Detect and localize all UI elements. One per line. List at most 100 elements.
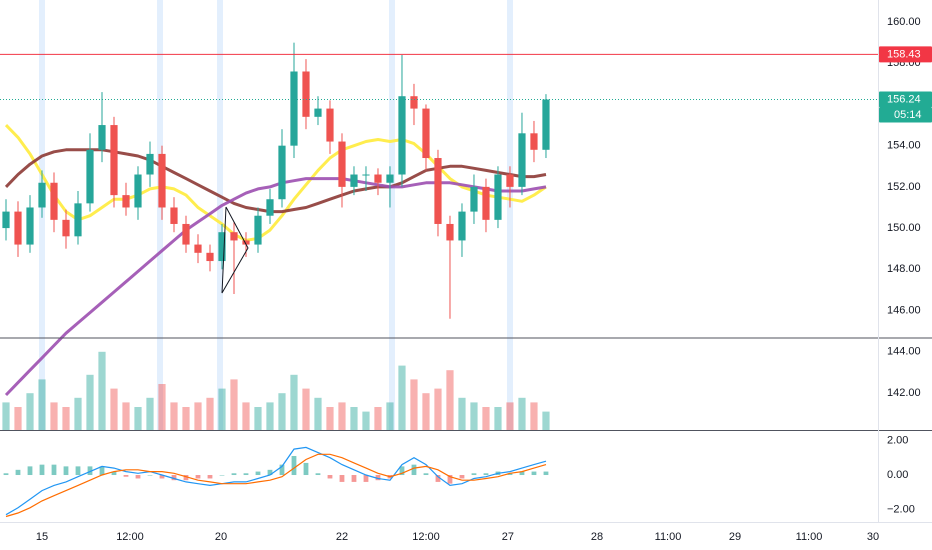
volume-bar	[506, 402, 514, 430]
y-tick-label: 152.00	[887, 181, 921, 193]
volume-bar	[182, 407, 190, 430]
price-badge-label: 156.24	[887, 93, 921, 105]
volume-bar	[278, 393, 286, 430]
macd-histogram-bar	[87, 466, 93, 476]
volume-bar	[134, 407, 142, 430]
macd-line	[5, 453, 547, 518]
candle-body	[98, 125, 106, 150]
macd-histogram-bar	[243, 473, 249, 476]
macd-histogram-bar	[459, 475, 465, 479]
x-tick-label: 15	[36, 531, 48, 543]
volume-bar	[206, 397, 214, 430]
price-badge-label: 158.43	[887, 48, 921, 60]
candle-body	[542, 99, 550, 150]
x-tick-label: 22	[336, 531, 348, 543]
x-tick-label: 20	[215, 531, 227, 543]
session-band	[217, 0, 223, 430]
candle-body	[482, 186, 490, 220]
macd-histogram-bar	[483, 473, 489, 476]
macd-histogram-bar	[147, 475, 153, 476]
macd-histogram-bar	[207, 475, 213, 479]
macd-histogram-bar	[219, 475, 225, 476]
candle-body	[434, 158, 442, 224]
candle-body	[494, 174, 502, 220]
candle-body	[170, 207, 178, 224]
macd-tick-label: 2.00	[887, 434, 908, 446]
volume-bar	[410, 379, 418, 430]
macd-tick-label: 0.00	[887, 469, 908, 481]
candle-body	[50, 182, 58, 220]
moving-averages	[4, 124, 547, 397]
macd-histogram-bar	[351, 475, 357, 482]
volume-bar	[14, 407, 22, 430]
x-tick-label: 11:00	[796, 531, 823, 543]
candle-body	[86, 149, 94, 204]
volume-bar	[194, 402, 202, 430]
candle-body	[422, 108, 430, 159]
macd-histogram-bar	[183, 475, 189, 481]
macd-histogram-bar	[75, 466, 81, 476]
candle-body	[218, 232, 226, 262]
candle-body	[182, 223, 190, 245]
session-band	[389, 0, 395, 430]
volume-bar	[542, 411, 550, 430]
x-tick-label: 27	[502, 531, 514, 543]
y-tick-label: 148.00	[887, 263, 921, 275]
candle-body	[362, 174, 370, 176]
volume-bar	[98, 351, 106, 430]
candle-body	[386, 174, 394, 183]
candle-body	[350, 174, 358, 187]
x-tick-label: 11:00	[655, 531, 682, 543]
candle-body	[374, 174, 382, 183]
session-band	[157, 0, 163, 430]
candle-body	[62, 219, 70, 237]
candle-body	[110, 125, 118, 196]
candle-body	[338, 141, 346, 187]
candle-body	[410, 96, 418, 109]
candle-body	[26, 207, 34, 245]
price-lines: 158.43 156.24 05:14	[0, 46, 932, 123]
volume-bar	[482, 407, 490, 430]
candle-body	[278, 145, 286, 200]
macd-histogram-bar	[27, 466, 33, 476]
y-tick-label: 144.00	[887, 346, 921, 358]
volume-bar	[110, 388, 118, 430]
volume-bar	[338, 402, 346, 430]
volume-bar	[74, 397, 82, 430]
y-tick-label: 150.00	[887, 222, 921, 234]
macd-histogram-bar	[279, 464, 285, 476]
macd-histogram-bar	[63, 466, 69, 476]
candle-body	[314, 108, 322, 117]
x-tick-label: 30	[867, 531, 879, 543]
macd-histogram-bar	[471, 473, 477, 476]
volume-bar	[62, 407, 70, 430]
macd-histogram-bar	[3, 473, 9, 476]
volume-bar	[386, 402, 394, 430]
volume-bar	[458, 397, 466, 430]
candle-body	[506, 174, 514, 187]
candle-body	[38, 182, 46, 208]
candle-body	[254, 215, 262, 245]
volume-bar	[434, 388, 442, 430]
x-tick-label: 12:00	[116, 531, 144, 543]
macd-histogram-bar	[399, 466, 405, 476]
macd-histogram-bar	[435, 475, 441, 482]
macd-histogram-bar	[315, 473, 321, 476]
macd-histogram-bar	[303, 462, 309, 476]
macd-histogram-bar	[15, 469, 21, 476]
moving-average	[4, 148, 547, 214]
x-tick-label: 29	[729, 531, 741, 543]
macd-histogram-bar	[411, 464, 417, 476]
volume-bar	[518, 397, 526, 430]
macd-histogram-bar	[375, 475, 381, 481]
volume-bar	[530, 402, 538, 430]
candle-body	[242, 240, 250, 245]
macd-histogram-bar	[111, 471, 117, 476]
candle-body	[158, 153, 166, 208]
macd-histogram-bar	[135, 475, 141, 479]
macd-histogram-bar	[51, 464, 57, 476]
macd-pane	[3, 446, 549, 518]
macd-histogram-bar	[291, 456, 297, 476]
volume-bar	[314, 397, 322, 430]
macd-histogram-bar	[159, 475, 165, 479]
